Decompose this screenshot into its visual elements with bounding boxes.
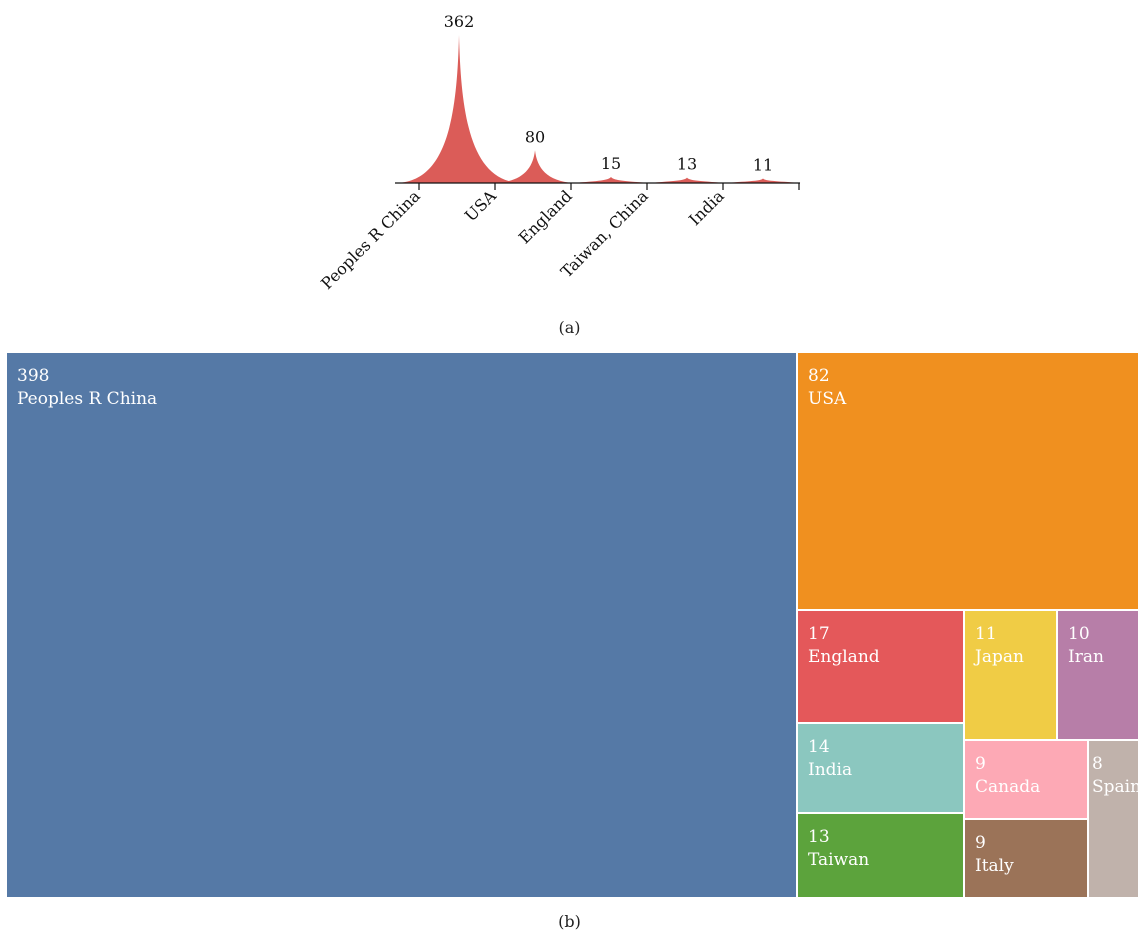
tile-label: Japan	[975, 647, 1024, 667]
peak-india	[725, 178, 801, 183]
peak-usa	[497, 150, 573, 183]
tick-label-peoples-r-china: Peoples R China	[317, 186, 424, 293]
tile-value: 82	[808, 366, 830, 386]
tile-taiwan: 13 Taiwan	[797, 813, 964, 898]
tick-label-usa: USA	[461, 186, 500, 225]
tile-label: Iran	[1068, 647, 1104, 667]
data-label-taiwan-china: 13	[677, 155, 697, 174]
data-label-usa: 80	[525, 127, 545, 146]
tile-japan: 11 Japan	[964, 610, 1057, 740]
tile-canada: 9 Canada	[964, 740, 1088, 819]
x-axis-ticks	[418, 183, 800, 190]
tile-label: Italy	[975, 856, 1014, 876]
peak-taiwan-china	[649, 177, 725, 183]
data-label-england: 15	[601, 154, 621, 173]
peak-series	[397, 35, 801, 183]
tick-label-england: England	[515, 186, 576, 247]
tile-label: England	[808, 647, 880, 667]
data-labels: 362 80 15 13 11	[444, 12, 773, 175]
tile-iran: 10 Iran	[1057, 610, 1139, 740]
tile-value: 17	[808, 624, 830, 644]
tile-value: 10	[1068, 624, 1090, 644]
tile-value: 9	[975, 833, 986, 853]
tile-value: 13	[808, 827, 830, 847]
data-label-peoples-r-china: 362	[444, 12, 475, 31]
tile-peoples-r-china: 398 Peoples R China	[6, 352, 797, 898]
tile-label: India	[808, 760, 853, 780]
tile-value: 11	[975, 624, 997, 644]
data-label-india: 11	[753, 156, 773, 175]
caption-b: (b)	[558, 912, 581, 931]
tile-label: Peoples R China	[17, 389, 158, 409]
tile-italy: 9 Italy	[964, 819, 1088, 898]
tile-label: Spain	[1092, 777, 1139, 797]
tile-value: 398	[17, 366, 50, 386]
tile-label: Taiwan	[808, 850, 870, 870]
tile-label: USA	[808, 389, 847, 409]
tile-label: Canada	[975, 777, 1041, 797]
tile-usa: 82 USA	[797, 352, 1139, 610]
tile-value: 8	[1092, 754, 1103, 774]
tile-england: 17 England	[797, 610, 964, 723]
tick-label-india: India	[685, 186, 728, 229]
tile-value: 14	[808, 737, 830, 757]
tile-value: 9	[975, 754, 986, 774]
treemap-chart: 398 Peoples R China 82 USA 17 England 11 Japan 1…	[0, 352, 1139, 898]
tile-spain: 8 Spain	[1088, 740, 1139, 898]
caption-a: (a)	[558, 318, 581, 337]
peak-peoples-r-china	[397, 35, 521, 183]
tile-india: 14 India	[797, 723, 964, 813]
peak-england	[573, 176, 649, 183]
